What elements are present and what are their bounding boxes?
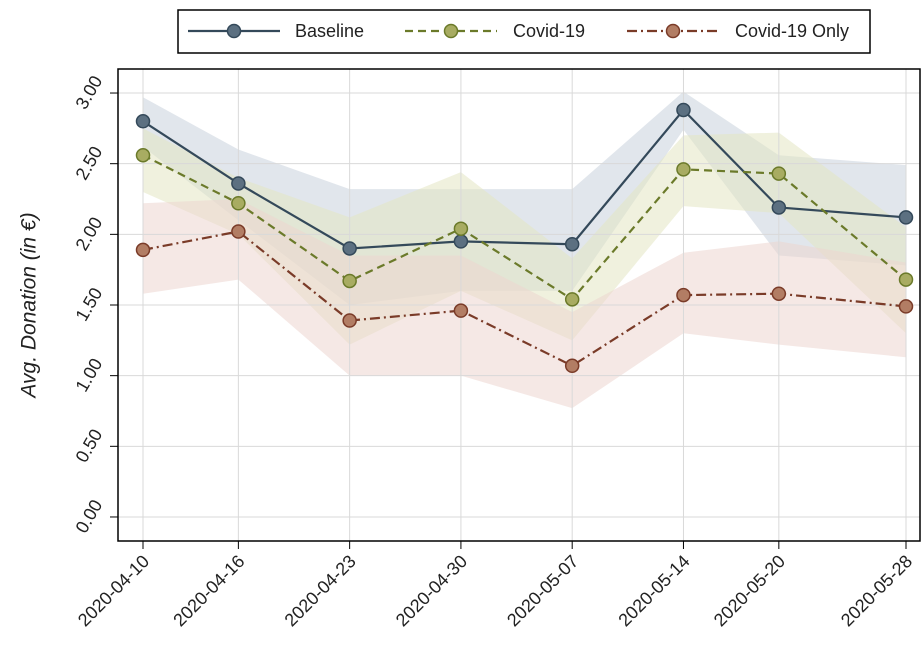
y-tick-label: 1.00: [71, 355, 106, 395]
marker: [135, 242, 151, 258]
confidence-band: [143, 199, 906, 409]
y-tick-label: 0.50: [71, 426, 106, 466]
marker: [453, 303, 469, 318]
marker: [771, 166, 787, 181]
marker: [898, 299, 914, 314]
marker: [564, 292, 580, 307]
series-line: [142, 154, 907, 301]
x-tick-label: 2020-04-30: [392, 551, 471, 630]
x-tick-label: 2020-04-23: [281, 551, 360, 630]
x-tick-label: 2020-04-16: [169, 551, 248, 630]
legend-label: Covid-19: [513, 21, 585, 41]
marker: [135, 147, 151, 163]
legend-label: Covid-19 Only: [735, 21, 849, 41]
legend-marker: [443, 23, 459, 39]
marker: [771, 200, 787, 215]
marker: [342, 241, 357, 256]
x-tick-label: 2020-05-20: [710, 551, 789, 630]
marker: [231, 176, 246, 191]
marker: [231, 224, 246, 239]
legend-box: [177, 9, 871, 54]
marker: [898, 210, 914, 225]
marker: [676, 102, 691, 118]
marker: [453, 221, 469, 236]
x-tick-label: 2020-05-07: [503, 551, 582, 630]
legend-marker: [226, 23, 242, 39]
y-tick-label: 2.00: [71, 214, 106, 254]
marker: [564, 358, 580, 374]
y-tick-label: 0.00: [71, 496, 106, 536]
marker: [231, 196, 246, 211]
marker: [564, 236, 580, 252]
marker: [453, 234, 469, 249]
x-tick-label: 2020-05-14: [614, 551, 693, 630]
y-tick-label: 2.50: [71, 143, 106, 183]
marker: [898, 272, 914, 287]
legend-label: Baseline: [295, 21, 364, 41]
marker: [135, 114, 151, 129]
x-tick-label: 2020-05-28: [837, 551, 916, 630]
y-tick-label: 3.00: [71, 72, 106, 112]
series-line: [142, 230, 907, 368]
marker: [771, 286, 787, 301]
marker: [342, 273, 357, 289]
y-tick-label: 1.50: [71, 284, 106, 324]
marker: [342, 313, 357, 328]
marker: [676, 287, 691, 303]
series-line: [142, 108, 907, 250]
y-axis-label: Avg. Donation (in €): [18, 212, 41, 399]
x-tick-label: 2020-04-10: [74, 551, 153, 630]
legend-marker: [665, 23, 681, 39]
marker: [676, 162, 691, 177]
